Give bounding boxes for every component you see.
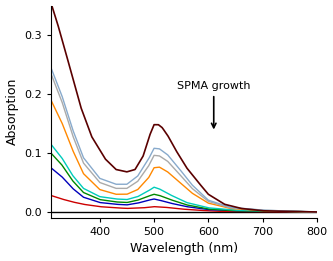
X-axis label: Wavelength (nm): Wavelength (nm): [130, 242, 238, 256]
Text: SPMA growth: SPMA growth: [177, 81, 250, 128]
Y-axis label: Absorption: Absorption: [6, 78, 19, 145]
